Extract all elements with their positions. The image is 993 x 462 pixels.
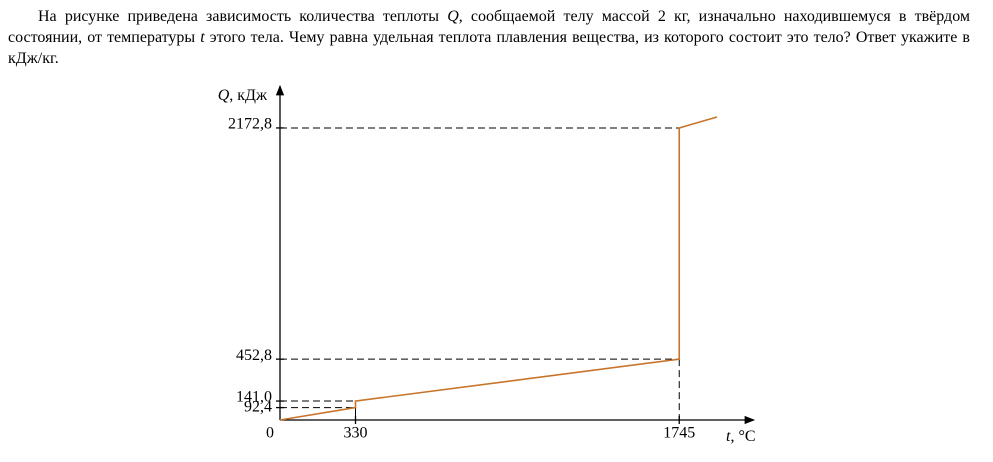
text-part: этого тела. Чему равна удельная теплота …: [8, 29, 970, 67]
problem-text: На рисунке приведена зависимость количес…: [8, 6, 970, 69]
x-tick-label: 0: [266, 425, 274, 442]
axis-label-part: Q: [218, 87, 230, 104]
text-part: t: [200, 29, 205, 46]
y-tick-label: 2172,8: [228, 116, 272, 133]
axis-label: t, °C: [726, 428, 756, 445]
axis-label: Q, кДж: [218, 87, 268, 104]
axis-label-part: t: [726, 428, 731, 445]
y-tick-label: 452,8: [236, 347, 272, 364]
text-part: На рисунке приведена зависимость количес…: [38, 8, 448, 25]
y-tick-label: 141,0: [236, 389, 272, 406]
x-tick-label: 1745: [663, 425, 695, 442]
y-tick-label: 92,4: [244, 398, 272, 415]
data-line: [279, 116, 718, 421]
axis-label-part: , °C: [730, 428, 755, 445]
x-tick-label: 330: [344, 425, 368, 442]
text-part: , сообщаемой телу массой 2 кг, изначальн…: [8, 8, 971, 46]
text-part: Q: [447, 8, 459, 25]
axis-label-part: , кДж: [229, 87, 268, 104]
